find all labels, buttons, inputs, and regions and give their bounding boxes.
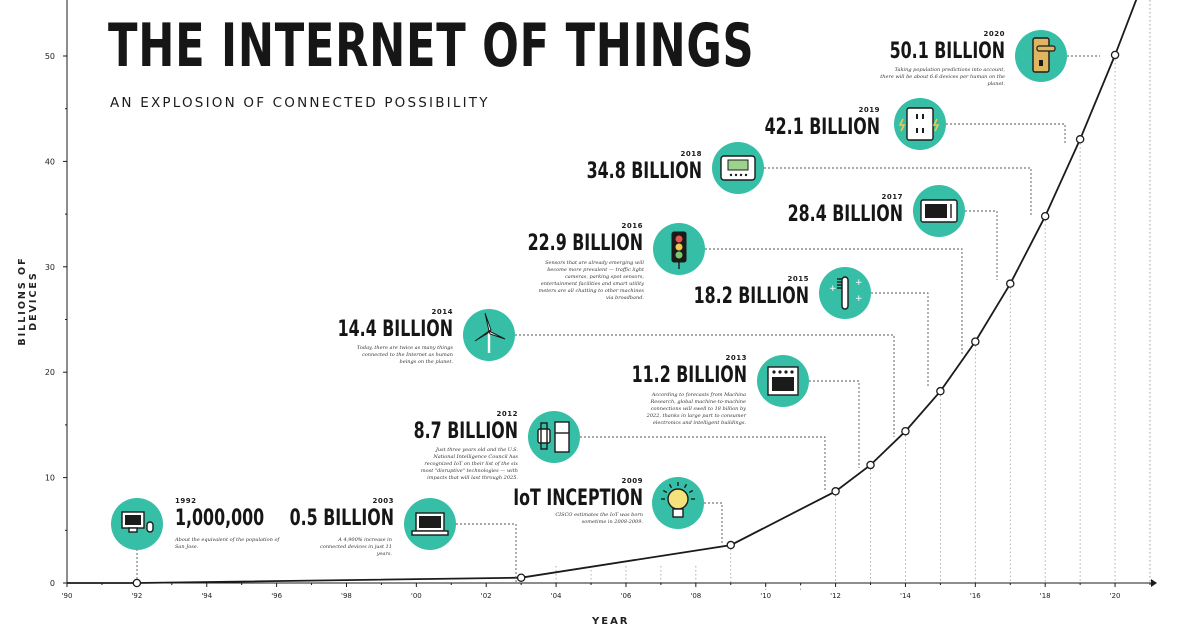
annotation-year: 2003: [372, 497, 394, 505]
annotation-value: 50.1 BILLION: [889, 39, 1005, 64]
annotation-year: 1992: [175, 497, 197, 505]
connector-line: [946, 123, 1066, 143]
x-tick-label: '00: [411, 592, 422, 600]
annotation-value: 11.2 BILLION: [631, 363, 747, 388]
connector-line: [705, 248, 963, 355]
annotation-year: 2013: [725, 354, 747, 362]
annotation-description: A 4,900% increase in connected devices i…: [320, 537, 392, 557]
x-tick-label: '94: [201, 592, 212, 600]
y-tick-label: 50: [45, 52, 55, 61]
annotation-value: 22.9 BILLION: [527, 231, 643, 256]
connector-line: [580, 436, 826, 490]
annotation-description: Taking population predictions into accou…: [880, 67, 1005, 87]
annotation-value: 28.4 BILLION: [787, 202, 903, 227]
traffic-light-icon: [653, 223, 705, 275]
y-tick-label: 20: [45, 368, 55, 377]
annotation-year: 2012: [496, 410, 518, 418]
data-point: [726, 540, 736, 550]
data-point: [971, 337, 980, 346]
data-point: [936, 386, 945, 396]
annotation-description: Today, there are twice as many things co…: [356, 345, 453, 365]
annotation-year: 2017: [881, 193, 903, 201]
svg-text:+: +: [855, 278, 863, 288]
y-tick-label: 10: [45, 474, 55, 483]
page-title: THE INTERNET OF THINGS: [108, 11, 755, 81]
lightbulb-icon: [652, 477, 704, 529]
x-tick-label: '92: [131, 592, 142, 600]
annotation-value: 1,000,000: [175, 506, 265, 531]
data-point: [831, 487, 840, 496]
x-tick-label: '06: [621, 592, 632, 600]
annotation-value: 34.8 BILLION: [586, 159, 702, 184]
data-point: [132, 578, 142, 588]
x-tick-label: '18: [1040, 592, 1051, 600]
data-point: [866, 460, 875, 470]
connector-line: [456, 523, 517, 583]
x-tick-label: '20: [1110, 592, 1121, 600]
x-tick-label: '02: [481, 592, 492, 600]
thermostat-icon: [712, 142, 764, 194]
svg-text:+: +: [829, 284, 837, 294]
annotation-year: 2016: [621, 222, 643, 230]
data-point: [1006, 279, 1015, 288]
x-tick-label: '08: [690, 592, 701, 600]
y-axis-label: BILLIONS OF DEVICES: [17, 256, 39, 346]
annotation-year: 2015: [787, 275, 809, 283]
toothbrush-icon: + + +: [819, 267, 871, 319]
data-point: [1110, 50, 1120, 60]
data-point: [516, 573, 526, 582]
annotation-value: IoT INCEPTION: [513, 486, 643, 511]
desktop-computer-icon: [111, 498, 163, 550]
y-tick-label: 0: [50, 579, 55, 588]
x-tick-label: '14: [900, 592, 911, 600]
annotation-value: 18.2 BILLION: [693, 284, 809, 309]
annotation-year: 2009: [621, 477, 643, 485]
door-handle-icon: [1015, 30, 1067, 82]
annotation-value: 42.1 BILLION: [764, 115, 880, 140]
connector-line: [764, 167, 1032, 216]
annotation-year: 2019: [858, 106, 880, 114]
annotation-description: About the equivalent of the population o…: [175, 537, 280, 550]
x-axis-label: YEAR: [592, 616, 630, 627]
wind-turbine-icon: [463, 309, 515, 361]
page-subtitle: AN EXPLOSION OF CONNECTED POSSIBILITY: [110, 95, 490, 111]
connector-line: [965, 210, 998, 280]
x-axis-arrow: [1151, 579, 1157, 587]
x-tick-label: '98: [341, 592, 352, 600]
x-tick-label: '16: [970, 592, 981, 600]
annotation-value: 0.5 BILLION: [289, 506, 394, 531]
annotation-year: 2020: [983, 30, 1005, 38]
x-tick-label: '04: [551, 592, 562, 600]
connector-line: [809, 380, 860, 468]
annotation-description: CISCO estimates the IoT was born sometim…: [555, 512, 643, 525]
connector-line: [871, 292, 929, 386]
smartwatch-fridge-icon: [528, 411, 580, 463]
annotation-description: Just three years old and the U.S. Nation…: [420, 447, 518, 481]
annotation-value: 14.4 BILLION: [337, 317, 453, 342]
y-tick-label: 40: [45, 157, 55, 166]
x-tick-label: '10: [760, 592, 771, 600]
connector-line: [704, 502, 723, 545]
annotation-description: According to forecasts from Machina Rese…: [646, 392, 746, 426]
microwave-icon: [913, 185, 965, 237]
annotation-value: 8.7 BILLION: [413, 419, 518, 444]
annotation-year: 2014: [431, 308, 453, 316]
annotation-year: 2018: [680, 150, 702, 158]
x-tick-label: '90: [62, 592, 73, 600]
data-point: [901, 426, 910, 436]
x-tick-label: '12: [830, 592, 841, 600]
svg-text:+: +: [855, 294, 863, 304]
x-tick-label: '96: [271, 592, 282, 600]
y-tick-label: 30: [45, 263, 55, 272]
series-line: [67, 0, 1138, 584]
laptop-icon: [404, 498, 456, 550]
data-point: [1075, 135, 1085, 144]
annotation-description: Sensors that are already emerging will b…: [538, 260, 644, 301]
data-point: [1040, 211, 1050, 221]
oven-icon: [757, 355, 809, 407]
power-outlet-icon: [894, 98, 946, 150]
